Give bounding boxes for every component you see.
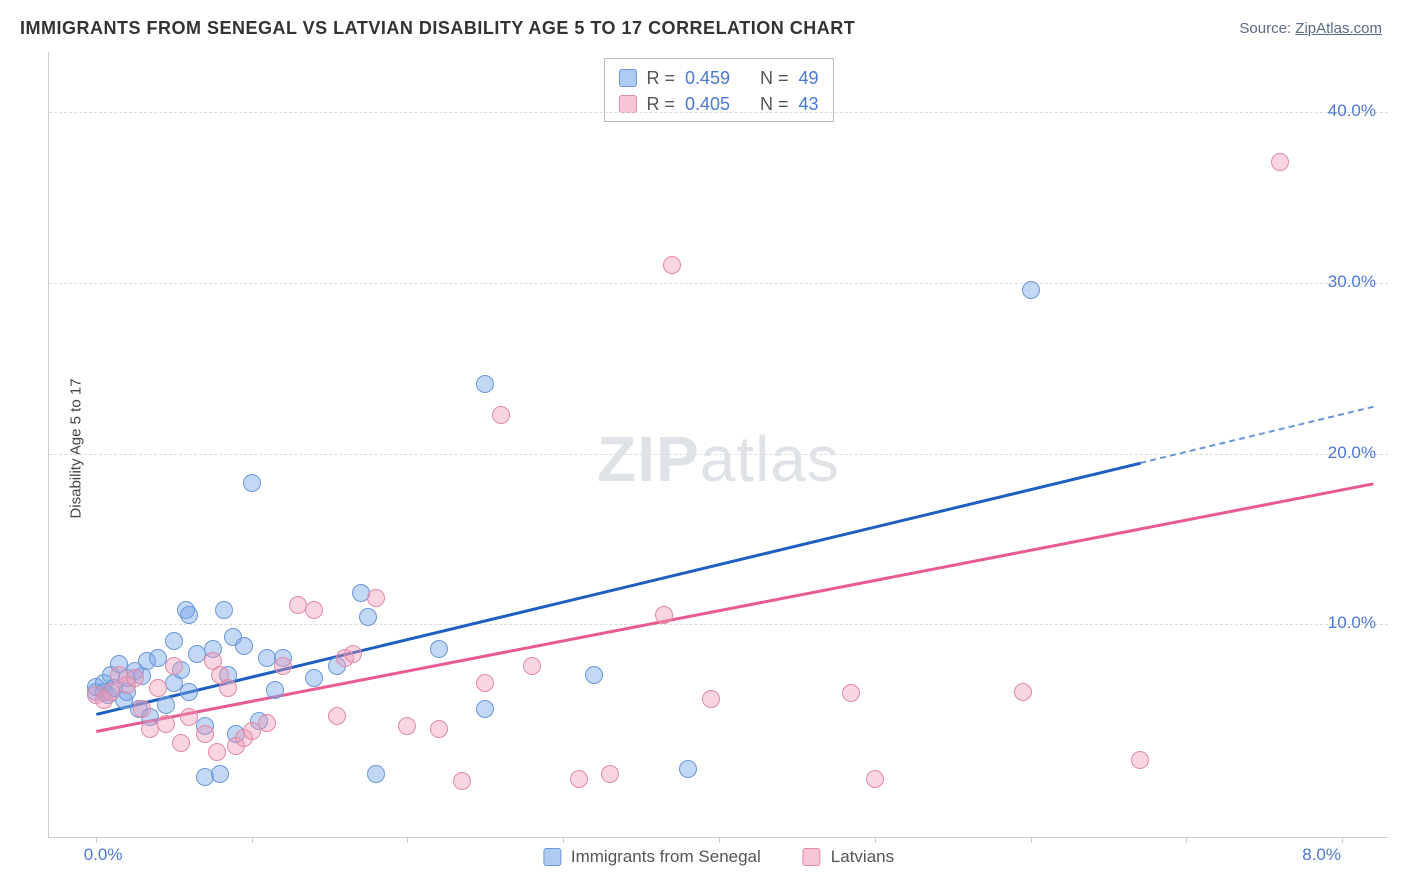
data-point-blue [180, 683, 198, 701]
data-point-pink [165, 657, 183, 675]
n-value-blue: 49 [799, 65, 819, 91]
data-point-pink [157, 715, 175, 733]
data-point-pink [453, 772, 471, 790]
data-point-pink [663, 256, 681, 274]
legend-swatch-pink [803, 848, 821, 866]
data-point-pink [655, 606, 673, 624]
xtick-label: 0.0% [84, 845, 123, 865]
xtick [719, 837, 720, 843]
gridline [49, 112, 1388, 113]
gridline [49, 624, 1388, 625]
data-point-pink [476, 674, 494, 692]
data-point-pink [219, 679, 237, 697]
data-point-pink [1271, 153, 1289, 171]
ytick-label: 40.0% [1328, 101, 1376, 121]
legend-item-latvians: Latvians [803, 847, 894, 867]
source-attribution: Source: ZipAtlas.com [1239, 20, 1382, 37]
data-point-blue [180, 606, 198, 624]
data-point-blue [367, 765, 385, 783]
n-value-pink: 43 [799, 91, 819, 117]
xtick [407, 837, 408, 843]
r-value-pink: 0.405 [685, 91, 730, 117]
data-point-pink [702, 690, 720, 708]
data-point-pink [523, 657, 541, 675]
data-point-pink [1014, 683, 1032, 701]
legend-swatch-blue [618, 69, 636, 87]
data-point-pink [149, 679, 167, 697]
data-point-blue [235, 637, 253, 655]
data-point-pink [344, 645, 362, 663]
legend-item-senegal: Immigrants from Senegal [543, 847, 761, 867]
regression-line-pink [96, 483, 1374, 734]
data-point-blue [585, 666, 603, 684]
n-label: N = [760, 91, 789, 117]
plot-area: ZIPatlas R = 0.459 N = 49 R = 0.405 N = … [48, 52, 1388, 838]
data-point-blue [1022, 281, 1040, 299]
data-point-pink [842, 684, 860, 702]
legend-label-latvians: Latvians [831, 847, 894, 867]
data-point-blue [157, 696, 175, 714]
data-point-pink [208, 743, 226, 761]
legend-swatch-pink [618, 95, 636, 113]
gridline [49, 454, 1388, 455]
data-point-pink [258, 714, 276, 732]
ytick-label: 10.0% [1328, 613, 1376, 633]
data-point-pink [172, 734, 190, 752]
data-point-pink [866, 770, 884, 788]
r-label: R = [646, 65, 675, 91]
xtick-label: 8.0% [1302, 845, 1341, 865]
data-point-pink [274, 657, 292, 675]
xtick [252, 837, 253, 843]
gridline [49, 283, 1388, 284]
xtick [96, 837, 97, 843]
data-point-pink [398, 717, 416, 735]
data-point-pink [126, 669, 144, 687]
data-point-blue [243, 474, 261, 492]
legend-row-pink: R = 0.405 N = 43 [618, 91, 818, 117]
data-point-pink [570, 770, 588, 788]
data-point-pink [328, 707, 346, 725]
data-point-pink [180, 708, 198, 726]
data-point-blue [266, 681, 284, 699]
ytick-label: 20.0% [1328, 443, 1376, 463]
xtick [1186, 837, 1187, 843]
source-label: Source: [1239, 20, 1291, 37]
legend-swatch-blue [543, 848, 561, 866]
data-point-blue [679, 760, 697, 778]
data-point-blue [430, 640, 448, 658]
data-point-blue [359, 608, 377, 626]
data-point-pink [601, 765, 619, 783]
ytick-label: 30.0% [1328, 272, 1376, 292]
legend-row-blue: R = 0.459 N = 49 [618, 65, 818, 91]
n-label: N = [760, 65, 789, 91]
legend-series: Immigrants from Senegal Latvians [543, 847, 894, 867]
chart-title: IMMIGRANTS FROM SENEGAL VS LATVIAN DISAB… [20, 18, 855, 39]
r-value-blue: 0.459 [685, 65, 730, 91]
xtick [563, 837, 564, 843]
data-point-blue [476, 375, 494, 393]
r-label: R = [646, 91, 675, 117]
xtick [1031, 837, 1032, 843]
data-point-pink [430, 720, 448, 738]
data-point-blue [211, 765, 229, 783]
xtick [1342, 837, 1343, 843]
regression-line-blue [96, 462, 1141, 716]
chart-container: IMMIGRANTS FROM SENEGAL VS LATVIAN DISAB… [0, 0, 1406, 892]
xtick [875, 837, 876, 843]
data-point-pink [367, 589, 385, 607]
source-link[interactable]: ZipAtlas.com [1295, 20, 1382, 37]
data-point-pink [492, 406, 510, 424]
legend-label-senegal: Immigrants from Senegal [571, 847, 761, 867]
data-point-blue [165, 632, 183, 650]
data-point-blue [476, 700, 494, 718]
data-point-pink [305, 601, 323, 619]
watermark: ZIPatlas [597, 422, 840, 496]
data-point-blue [305, 669, 323, 687]
data-point-pink [133, 700, 151, 718]
data-point-blue [215, 601, 233, 619]
data-point-pink [1131, 751, 1149, 769]
data-point-pink [196, 725, 214, 743]
